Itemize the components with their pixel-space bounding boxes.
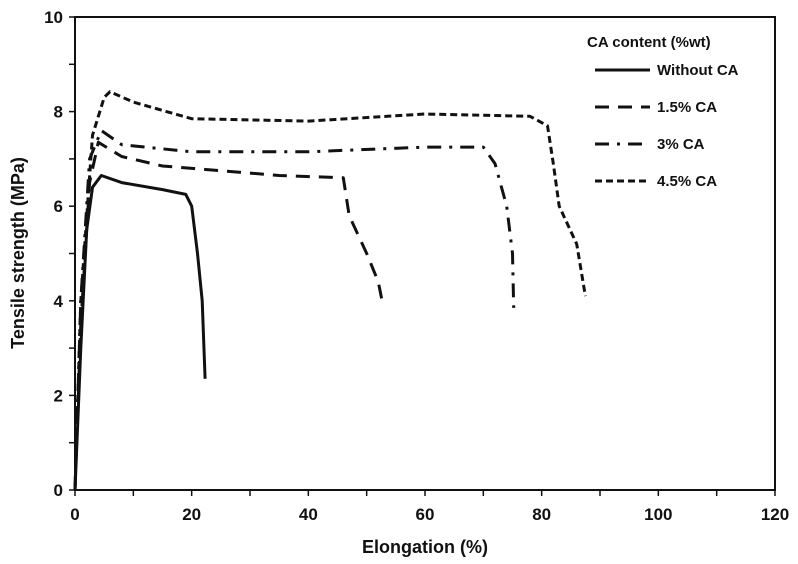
data-series xyxy=(73,90,587,491)
plot-frame xyxy=(74,16,776,491)
x-tick-label: 80 xyxy=(532,505,551,524)
legend-entry-label: 1.5% CA xyxy=(657,99,717,116)
plot-border xyxy=(74,16,776,491)
legend: CA content (%wt) Without CA 1.5% CA 3% CA 4… xyxy=(587,34,739,190)
x-tick-label: 0 xyxy=(70,505,79,524)
legend-entry-label: 3% CA xyxy=(657,136,705,153)
y-tick-label: 2 xyxy=(54,386,63,405)
series-line xyxy=(73,174,207,491)
x-tick-label: 60 xyxy=(416,505,435,524)
x-tick-label: 40 xyxy=(299,505,318,524)
legend-title: CA content (%wt) xyxy=(587,34,711,51)
x-axis-ticks: 0 20 40 60 80 100 120 xyxy=(70,490,789,524)
y-tick-label: 8 xyxy=(54,103,63,122)
x-tick-label: 120 xyxy=(761,505,789,524)
y-tick-label: 4 xyxy=(54,292,64,311)
y-axis-title: Tensile strength (MPa) xyxy=(8,157,28,349)
x-axis-title: Elongation (%) xyxy=(362,537,488,557)
series-line xyxy=(73,90,587,491)
legend-entry-label: Without CA xyxy=(657,62,739,79)
legend-entry-label: 4.5% CA xyxy=(657,173,717,190)
x-tick-label: 20 xyxy=(182,505,201,524)
y-tick-label: 0 xyxy=(54,481,63,500)
y-axis-ticks: 0 2 4 6 8 10 xyxy=(44,8,75,500)
x-tick-label: 100 xyxy=(644,505,672,524)
y-tick-label: 6 xyxy=(54,197,63,216)
y-tick-label: 10 xyxy=(44,8,63,27)
series-line xyxy=(73,140,385,491)
